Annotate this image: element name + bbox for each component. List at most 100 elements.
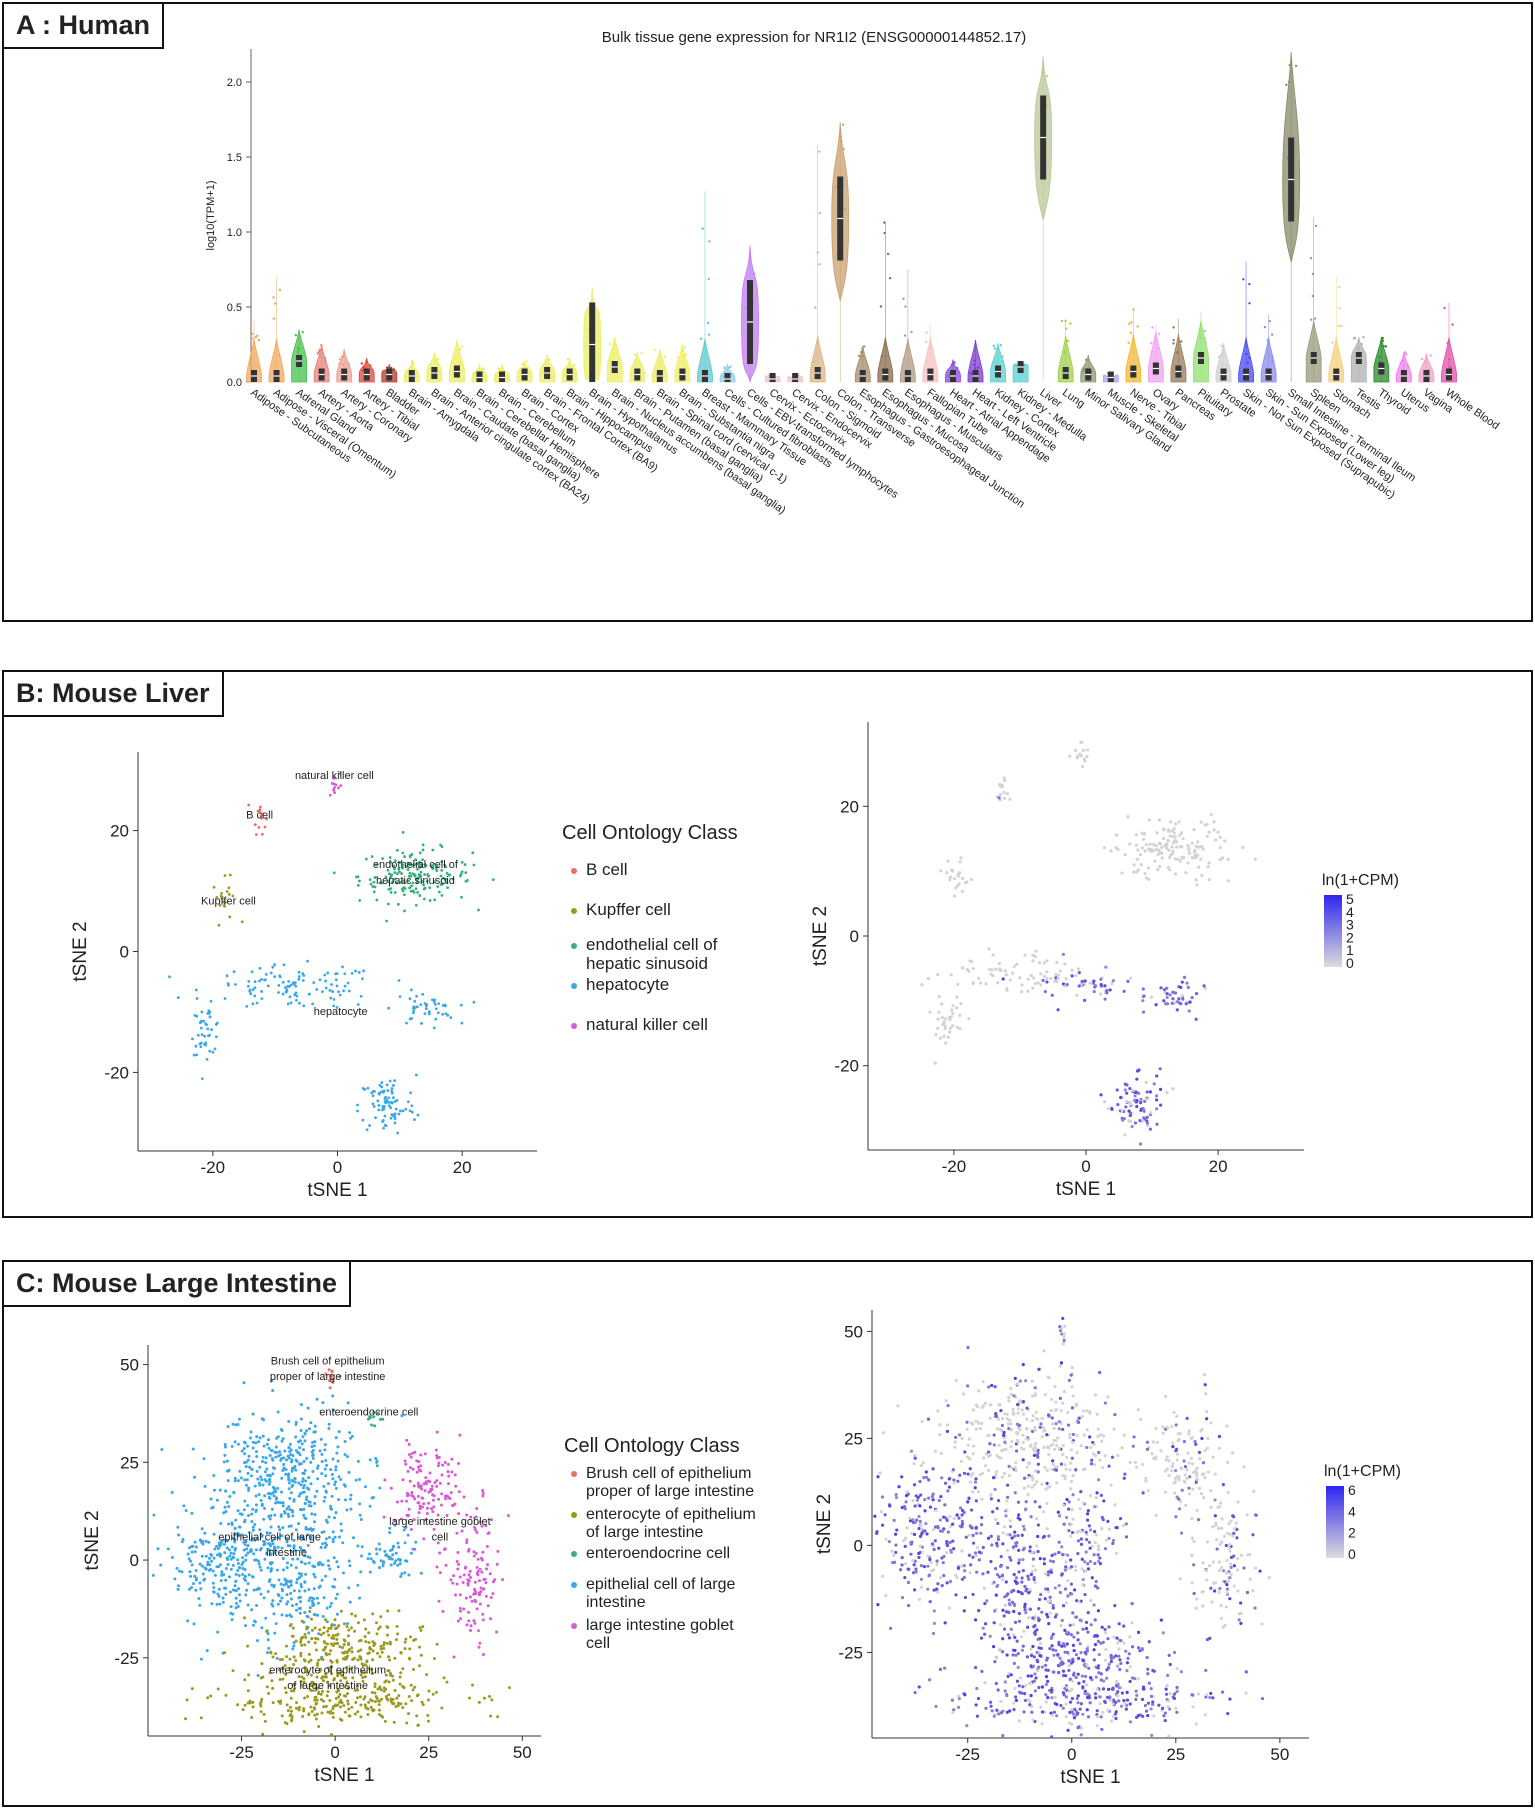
data-point (1145, 1121, 1150, 1125)
outlier-point (948, 374, 951, 377)
data-point (424, 1007, 428, 1011)
data-point (337, 786, 340, 790)
data-point (379, 1644, 383, 1648)
data-point (945, 870, 949, 875)
data-point (1042, 1445, 1046, 1450)
data-point (386, 1089, 390, 1092)
data-point (333, 1480, 337, 1484)
data-point (314, 1717, 318, 1721)
data-point (303, 1468, 307, 1472)
data-point (299, 1483, 303, 1487)
data-point (406, 1533, 410, 1537)
data-point (975, 1570, 979, 1574)
data-point (888, 1504, 892, 1508)
data-point (334, 972, 338, 976)
data-point (382, 1089, 386, 1093)
data-point (910, 1531, 914, 1535)
data-point (937, 1498, 941, 1503)
data-point (372, 1105, 376, 1108)
data-point (1187, 851, 1192, 855)
data-point (1093, 1584, 1098, 1588)
data-point (341, 965, 344, 969)
data-point (356, 1688, 360, 1692)
data-point (980, 1471, 985, 1475)
data-point (1039, 983, 1043, 987)
data-point (403, 881, 407, 885)
data-point (237, 1574, 241, 1578)
data-point (1174, 1423, 1178, 1427)
data-point (292, 1663, 296, 1667)
data-point (942, 1527, 946, 1531)
data-point (1034, 1676, 1038, 1680)
data-point (288, 1714, 292, 1718)
data-point (194, 1578, 198, 1582)
data-point (1016, 1589, 1020, 1594)
data-point (1084, 1530, 1088, 1534)
data-point (1031, 986, 1035, 990)
data-point (1224, 1605, 1228, 1609)
data-point (1258, 1569, 1262, 1573)
data-point (936, 1590, 940, 1594)
outlier-point (1309, 256, 1313, 260)
data-point (1228, 1549, 1232, 1553)
data-point (1181, 837, 1185, 841)
data-point (1217, 1560, 1221, 1564)
data-point (236, 1423, 240, 1427)
data-point (266, 1651, 270, 1655)
data-point (1125, 1083, 1129, 1087)
data-point (1036, 1462, 1040, 1466)
data-point (988, 967, 992, 972)
data-point (1121, 1524, 1125, 1528)
data-point (332, 777, 336, 780)
data-point (288, 1450, 292, 1454)
data-point (253, 980, 257, 984)
data-point (1050, 1416, 1054, 1420)
outlier-point (250, 337, 254, 340)
data-point (952, 877, 957, 881)
data-point (1206, 865, 1210, 869)
data-point (384, 1553, 388, 1557)
data-point (222, 1542, 226, 1546)
data-point (195, 1014, 199, 1018)
data-point (977, 976, 981, 980)
data-point (295, 994, 299, 998)
data-point (1251, 1589, 1255, 1593)
data-point (287, 1515, 291, 1519)
data-point (361, 1118, 365, 1122)
data-point (1000, 1475, 1004, 1479)
data-point (960, 876, 965, 881)
data-point (880, 1523, 885, 1527)
data-point (928, 1010, 932, 1014)
data-point (1141, 1107, 1146, 1112)
data-point (270, 1539, 274, 1543)
data-point (422, 887, 426, 891)
data-point (998, 1564, 1003, 1569)
data-point (395, 1624, 399, 1628)
data-point (964, 1535, 968, 1539)
data-point (326, 1690, 330, 1694)
outlier-point (1337, 324, 1340, 327)
data-point (1234, 1521, 1238, 1525)
data-point (920, 1550, 924, 1554)
data-point (1071, 1473, 1075, 1478)
data-point (912, 1532, 917, 1537)
data-point (407, 1513, 411, 1517)
data-point (1125, 1698, 1130, 1702)
outlier-point (841, 123, 845, 126)
outlier-point (1401, 359, 1405, 363)
data-point (1174, 1468, 1178, 1473)
data-point (1066, 1553, 1070, 1557)
data-point (894, 1532, 898, 1536)
data-point (236, 1442, 240, 1446)
outlier-point (1399, 362, 1402, 365)
data-point (449, 1578, 453, 1582)
data-point (454, 1593, 458, 1597)
data-point (318, 1449, 322, 1453)
data-point (1094, 1696, 1098, 1700)
outlier-point (1446, 341, 1449, 345)
data-point (1083, 979, 1087, 983)
data-point (1031, 959, 1035, 963)
outlier-point (1429, 354, 1432, 357)
data-point (465, 1623, 469, 1627)
data-point (347, 1559, 351, 1563)
